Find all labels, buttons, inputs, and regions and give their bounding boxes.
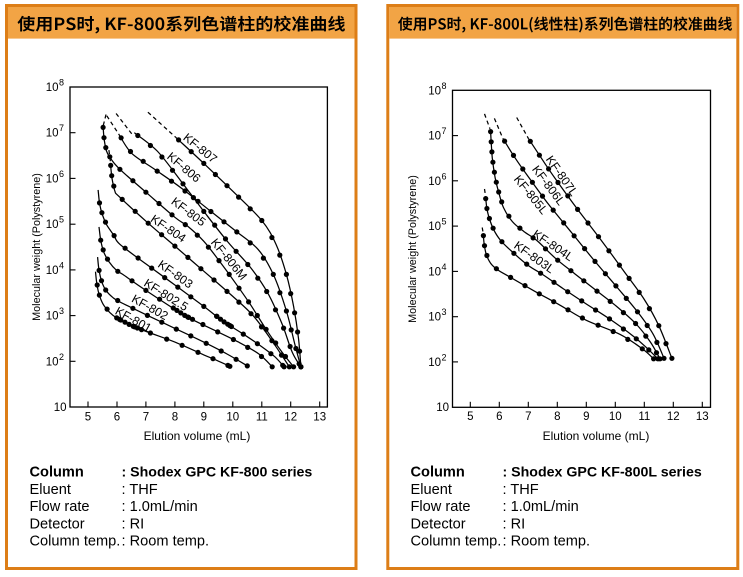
svg-text:Column temp.: Column temp. (411, 534, 502, 550)
svg-text:10: 10 (226, 412, 239, 424)
svg-text:: RI: : RI (122, 516, 145, 532)
svg-text:Column temp.: Column temp. (30, 534, 121, 550)
svg-text:Molecular weight (Polystyrene): Molecular weight (Polystyrene) (407, 175, 419, 323)
svg-text:Detector: Detector (30, 516, 85, 532)
svg-text:10: 10 (46, 311, 59, 323)
svg-text:10: 10 (46, 128, 59, 140)
svg-text:10: 10 (54, 402, 67, 414)
svg-text:Detector: Detector (411, 516, 466, 532)
svg-text:3: 3 (59, 306, 64, 316)
svg-text:Flow rate: Flow rate (30, 499, 90, 515)
svg-text:10: 10 (428, 176, 441, 188)
svg-text:2: 2 (442, 352, 447, 362)
svg-text:10: 10 (428, 266, 441, 278)
svg-text:5: 5 (467, 411, 473, 423)
svg-text:: 1.0mL/min: : 1.0mL/min (122, 499, 198, 515)
svg-text:: RI: : RI (503, 516, 526, 532)
svg-text:10: 10 (428, 357, 441, 369)
svg-text:12: 12 (284, 412, 297, 424)
svg-text:10: 10 (46, 265, 59, 277)
svg-text:12: 12 (667, 411, 680, 423)
svg-text:7: 7 (442, 126, 447, 136)
svg-text:Eluent: Eluent (30, 482, 71, 498)
svg-text:Molecular weight (Polystyrene): Molecular weight (Polystyrene) (31, 173, 43, 321)
svg-text:10: 10 (428, 131, 441, 143)
svg-text:6: 6 (114, 412, 120, 424)
svg-text:10: 10 (436, 402, 449, 414)
svg-text:Eluent: Eluent (411, 482, 452, 498)
svg-text:3: 3 (442, 307, 447, 317)
svg-text:10: 10 (428, 312, 441, 324)
svg-text:: Shodex GPC KF-800 series: : Shodex GPC KF-800 series (122, 465, 313, 481)
svg-text:2: 2 (59, 352, 64, 362)
svg-text:6: 6 (496, 411, 502, 423)
svg-text:4: 4 (442, 262, 447, 272)
svg-text:10: 10 (428, 221, 441, 233)
svg-text:Column: Column (30, 465, 84, 481)
svg-text:11: 11 (256, 412, 268, 424)
svg-text:8: 8 (172, 412, 178, 424)
svg-text:: Room temp.: : Room temp. (503, 534, 591, 550)
svg-text:6: 6 (59, 169, 64, 179)
svg-text:13: 13 (313, 412, 326, 424)
svg-text:10: 10 (609, 411, 622, 423)
svg-text:13: 13 (696, 411, 709, 423)
svg-text:6: 6 (442, 171, 447, 181)
svg-text:9: 9 (583, 411, 589, 423)
svg-text:5: 5 (85, 412, 91, 424)
svg-text:7: 7 (59, 123, 64, 133)
svg-text:Elution volume (mL): Elution volume (mL) (543, 429, 650, 443)
svg-text:7: 7 (525, 411, 531, 423)
svg-text:8: 8 (554, 411, 560, 423)
svg-text:: Shodex GPC KF-800L series: : Shodex GPC KF-800L series (503, 465, 702, 481)
svg-text:: THF: : THF (503, 482, 539, 498)
svg-text:10: 10 (46, 173, 59, 185)
svg-text:8: 8 (59, 78, 64, 88)
svg-text:7: 7 (143, 412, 149, 424)
svg-text:: 1.0mL/min: : 1.0mL/min (503, 499, 579, 515)
svg-text:8: 8 (442, 81, 447, 91)
svg-text:5: 5 (59, 215, 64, 225)
svg-text:: Room temp.: : Room temp. (122, 534, 210, 550)
svg-text:: THF: : THF (122, 482, 158, 498)
svg-text:Column: Column (411, 465, 465, 481)
svg-text:Flow rate: Flow rate (411, 499, 471, 515)
svg-text:Elution volume (mL): Elution volume (mL) (144, 429, 251, 443)
svg-text:4: 4 (59, 260, 64, 270)
svg-text:10: 10 (46, 356, 59, 368)
svg-text:10: 10 (46, 219, 59, 231)
svg-text:10: 10 (46, 82, 59, 94)
svg-text:10: 10 (428, 85, 441, 97)
svg-text:11: 11 (638, 411, 650, 423)
svg-text:9: 9 (201, 412, 207, 424)
svg-text:5: 5 (442, 217, 447, 227)
